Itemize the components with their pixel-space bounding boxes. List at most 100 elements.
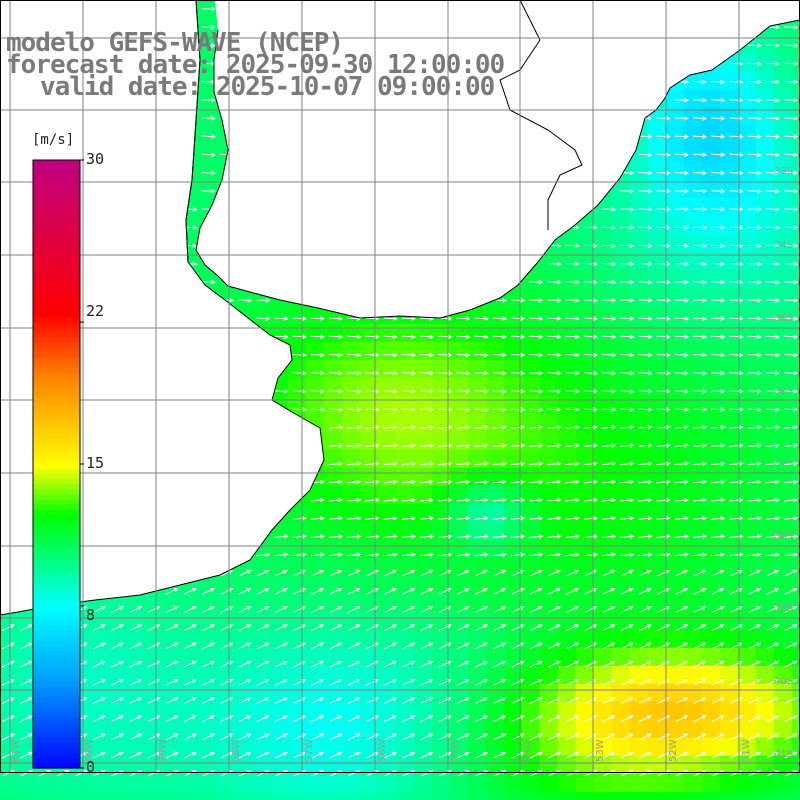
wind-arrow [529,461,544,467]
wind-arrow [201,24,216,30]
wind-arrow [583,352,598,358]
wind-arrow [565,279,580,285]
wind-arrow [656,388,671,394]
wind-arrow [547,624,561,632]
wind-arrow [547,297,562,303]
wind-arrow [784,79,799,85]
wind-arrow [529,515,544,521]
wind-arrow [711,715,725,723]
wind-arrow [511,316,526,321]
wind-arrow [765,243,780,249]
wind-arrow [475,569,489,577]
wind-arrow [748,569,762,577]
wind-arrow [747,552,762,558]
wind-arrow [401,534,416,539]
wind-arrow [784,479,799,485]
wind-arrow [529,642,543,650]
wind-arrow [784,188,799,194]
wind-arrow [765,297,780,303]
wind-arrow [456,461,471,467]
wind-arrow [729,534,744,539]
wind-arrow [693,443,708,448]
lon-label-60w: 60W [84,739,95,762]
wind-arrow [402,624,416,632]
wind-arrow [729,388,744,394]
wind-arrow [310,534,325,539]
wind-arrow [274,569,288,577]
wind-arrow [329,352,344,358]
wind-arrow [620,170,635,176]
wind-arrow [784,334,799,340]
wind-arrow [674,261,689,267]
wind-arrow [384,606,398,613]
wind-arrow [656,134,671,139]
wind-arrow [384,587,398,595]
wind-arrow [711,678,725,686]
wind-arrow [565,424,580,430]
wind-arrow [529,479,544,485]
wind-arrow [747,497,762,503]
wind-arrow [620,497,635,503]
wind-arrow [711,552,726,558]
wind-arrow [529,624,543,632]
wind-arrow [529,660,543,668]
wind-arrow [456,678,470,686]
wind-arrow [638,370,653,376]
wind-arrow [474,479,489,485]
wind-arrow [693,715,707,723]
wind-arrow [529,424,544,430]
wind-arrow [784,407,799,412]
wind-arrow [784,697,798,704]
wind-arrow [547,642,561,650]
wind-arrow [711,733,725,741]
wind-arrow [674,97,689,103]
wind-arrow [583,552,598,558]
colorbar-tick-22: 22 [86,302,105,320]
wind-arrow [656,206,671,212]
wind-arrow [220,642,234,650]
wind-arrow [547,606,561,613]
wind-arrow [674,279,689,285]
wind-arrow [402,678,416,686]
wind-arrow [711,370,726,376]
wind-arrow [620,388,635,394]
wind-arrow [347,534,362,539]
wind-arrow [147,715,161,723]
wind-arrow [238,642,252,650]
wind-arrow [693,115,708,121]
wind-arrow [638,715,652,723]
wind-arrow [529,370,544,376]
wind-arrow [492,497,507,503]
wind-arrow [583,243,598,249]
wind-arrow [1,697,15,704]
wind-arrow [565,461,580,467]
wind-arrow [347,370,362,376]
wind-arrow [565,316,580,321]
wind-arrow [602,606,616,613]
wind-arrow [329,461,344,467]
wind-arrow [656,515,671,521]
wind-arrow [511,697,525,704]
wind-arrow [656,407,671,412]
wind-arrow [711,352,726,358]
wind-arrow [493,697,507,704]
wind-arrow [784,552,799,558]
wind-arrow [147,678,161,686]
wind-arrow [420,587,434,595]
wind-arrow [766,715,780,723]
wind-arrow [620,642,634,650]
wind-arrow [620,534,635,539]
wind-arrow [747,206,762,212]
wind-arrow [784,115,799,121]
wind-arrow [1,624,15,632]
wind-arrow [748,697,762,704]
wind-arrow [292,352,307,358]
wind-arrow [256,569,270,577]
wind-arrow [475,678,489,686]
wind-arrow [165,660,179,668]
wind-arrow [456,407,471,412]
wind-arrow [711,660,725,668]
wind-arrow [602,479,617,485]
wind-arrow [747,534,762,539]
wind-arrow [748,715,762,723]
